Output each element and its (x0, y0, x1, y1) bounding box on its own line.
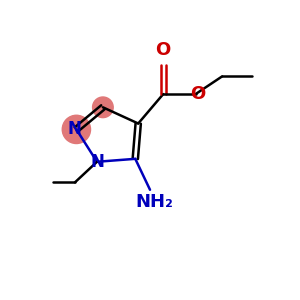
Text: N: N (90, 153, 104, 171)
Text: N: N (68, 120, 82, 138)
Circle shape (93, 97, 113, 118)
Text: NH₂: NH₂ (136, 193, 173, 211)
Circle shape (62, 115, 91, 143)
Text: O: O (156, 41, 171, 59)
Text: O: O (190, 85, 206, 103)
